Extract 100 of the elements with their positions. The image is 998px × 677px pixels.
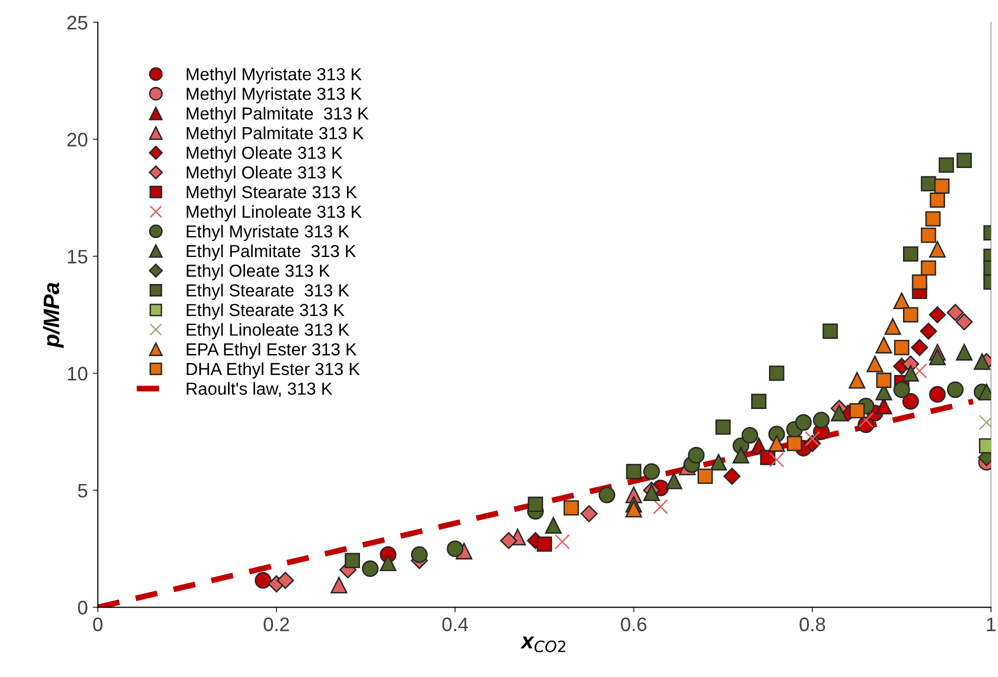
point [884,318,902,335]
point [666,472,682,490]
y-tick-label: 15 [68,250,88,264]
point [564,500,579,516]
point [875,336,892,354]
point [554,534,570,550]
point [893,381,910,398]
point [795,414,812,431]
point [528,496,544,512]
point [929,240,946,258]
point [598,486,616,504]
point [812,412,830,428]
point [956,152,972,168]
y-tick-label: 20 [67,132,88,147]
legend-label: Methyl Myristate 313 K [186,87,362,104]
point [893,292,910,310]
point [929,386,946,403]
legend-label: Raoult's law, 313 K [186,382,332,397]
point [920,260,936,276]
legend-label: Ethyl Linoleate 313 K [186,323,350,340]
x-tick-label: 0.8 [800,618,826,632]
y-axis-title: p/MPa [42,282,64,348]
point [751,394,766,410]
point [911,339,928,356]
point [946,381,964,398]
legend-label: Methyl Myristate 313 K [186,68,362,84]
point [276,572,294,589]
point [876,372,892,388]
point [688,446,705,464]
point [769,366,784,381]
point [822,324,838,339]
point [849,403,865,418]
x-axis-title: x$_{CO2}$ [520,636,566,652]
point [920,228,936,243]
point [715,419,731,435]
point [411,546,428,563]
legend-label: Methyl Stearate 313 K [186,186,357,202]
point [938,157,954,173]
y-tick-label: 5 [78,484,88,498]
point [830,404,848,422]
point [920,322,938,340]
point [643,463,660,480]
legend-label: Methyl Palmitate 313 K [186,106,369,124]
point [866,356,884,372]
legend-label: EPA Ethyl Ester 313 K [186,342,357,359]
point [723,468,741,485]
point [902,246,918,262]
point [698,468,713,484]
point [380,554,396,572]
point [626,464,642,480]
y-tick-label: 0 [78,600,88,615]
point [625,500,642,518]
point [925,211,941,227]
point [956,344,973,361]
legend-label: DHA Ethyl Ester 313 K [186,362,360,379]
legend-label: Ethyl Palmitate 313 K [186,244,356,261]
point [928,306,946,324]
point [545,517,562,534]
point [929,348,946,366]
point [362,560,379,577]
point [330,576,348,594]
y-tick-label: 10 [68,366,88,381]
point [858,412,874,428]
point [786,436,802,452]
point [912,274,928,290]
point [894,340,910,356]
point [902,364,919,382]
legend-label: Ethyl Stearate 313 K [186,303,344,320]
point [956,313,973,330]
point [934,178,950,194]
point [930,192,946,208]
x-tick-label: 0.4 [442,618,468,632]
legend-label: Methyl Palmitate 313 K [186,126,364,143]
x-tick-label: 1 [987,618,996,632]
point [742,426,758,444]
legend-label: Methyl Linoleate 313 K [186,205,362,222]
x-tick-label: 0 [93,618,102,632]
point [580,505,598,522]
point [254,572,272,589]
x-tick-label: 0.6 [620,618,646,632]
point [710,454,727,471]
x-tick-label: 0.2 [264,618,289,632]
point [652,499,668,514]
point [769,452,784,468]
point [848,372,866,389]
point [446,540,464,558]
y-tick-label: 25 [67,16,88,30]
point [536,536,552,552]
point [974,353,990,370]
legend-label: Ethyl Oleate 313 K [186,264,330,280]
point [732,446,750,464]
point [804,431,820,446]
point [344,552,360,568]
point [768,435,785,452]
legend-label: Methyl Oleate 313 K [186,146,342,162]
point [902,307,918,322]
legend-label: Ethyl Myristate 313 K [186,224,350,242]
legend-label: Ethyl Stearate 313 K [186,284,350,300]
point [946,304,964,322]
legend-label: Methyl Oleate 313 K [186,166,342,182]
